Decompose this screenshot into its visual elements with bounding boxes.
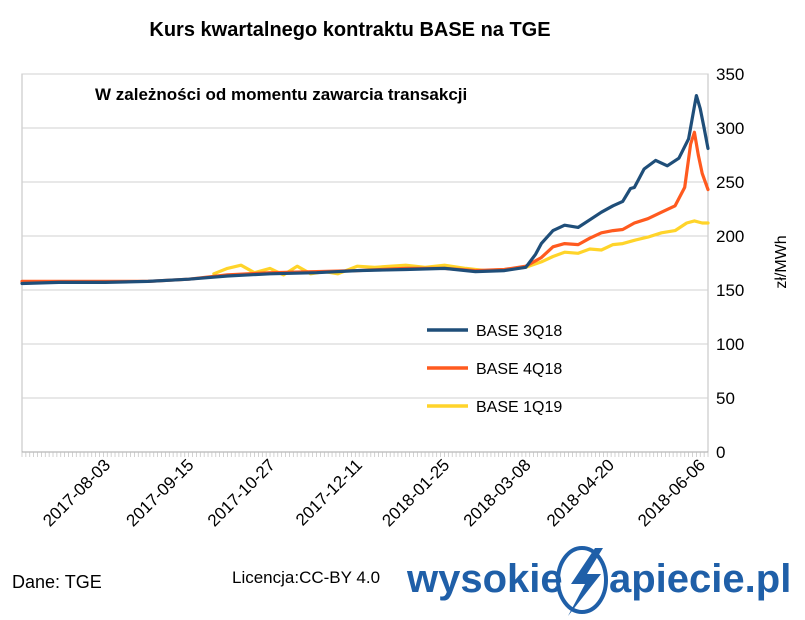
license-note: Licencja:CC-BY 4.0 [232, 568, 381, 587]
x-tick-label: 2017-10-27 [204, 455, 279, 530]
series-line [212, 219, 710, 277]
series-layer [20, 93, 710, 286]
gridlines [22, 73, 708, 453]
y-tick-label: 50 [716, 389, 735, 408]
y-tick-label: 300 [716, 119, 744, 138]
x-tick-label: 2018-01-25 [378, 455, 453, 530]
y-tick-label: 350 [716, 65, 744, 84]
legend: BASE 3Q18 BASE 4Q18 BASE 1Q19 [427, 323, 562, 416]
legend-label: BASE 4Q18 [476, 361, 562, 378]
y-axis-label: zł/MWh [773, 235, 790, 288]
logo-text-left: wysokie [406, 557, 563, 601]
lightning-bolt-icon [556, 546, 608, 616]
y-tick-label: 150 [716, 281, 744, 300]
data-source: Dane: TGE [12, 572, 102, 592]
y-axis: 0 50 100 150 200 250 300 350 [716, 65, 744, 462]
chart-subtitle: W zależności od momentu zawarcia transak… [95, 85, 467, 104]
y-tick-label: 0 [716, 443, 725, 462]
wysokienapiecie-logo[interactable]: wysokie apiecie.pl [405, 540, 800, 618]
x-tick-label: 2018-06-06 [634, 455, 709, 530]
y-tick-label: 200 [716, 227, 744, 246]
x-tick-label: 2018-03-08 [460, 455, 535, 530]
x-tick-label: 2018-04-20 [543, 455, 618, 530]
logo-text-right: apiecie.pl [609, 557, 791, 601]
x-tick-label: 2017-12-11 [292, 455, 366, 529]
series-line [20, 130, 710, 283]
series-line [20, 93, 710, 286]
y-tick-label: 250 [716, 173, 744, 192]
plot-area [21, 73, 709, 453]
y-tick-label: 100 [716, 335, 744, 354]
x-tick-label: 2017-09-15 [123, 455, 198, 530]
chart-title: Kurs kwartalnego kontraktu BASE na TGE [149, 19, 550, 41]
legend-label: BASE 1Q19 [476, 399, 562, 416]
x-axis: 2017-08-03 2017-09-15 2017-10-27 2017-12-11… [21, 451, 709, 530]
legend-label: BASE 3Q18 [476, 323, 562, 340]
x-tick-label: 2017-08-03 [39, 455, 114, 530]
